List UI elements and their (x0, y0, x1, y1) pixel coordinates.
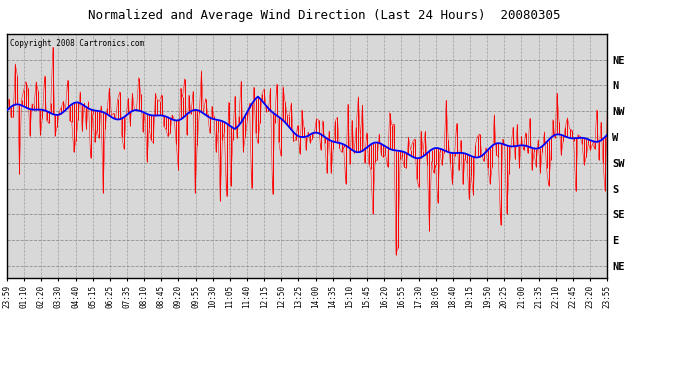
Text: Normalized and Average Wind Direction (Last 24 Hours)  20080305: Normalized and Average Wind Direction (L… (88, 9, 560, 22)
Text: Copyright 2008 Cartronics.com: Copyright 2008 Cartronics.com (10, 39, 144, 48)
